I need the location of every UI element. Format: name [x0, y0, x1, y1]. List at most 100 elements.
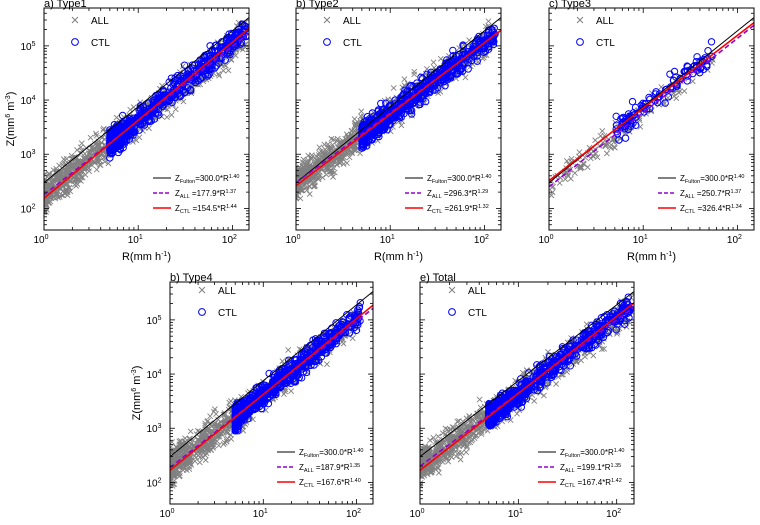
y-tick-exponent: 2 [32, 203, 36, 210]
data-point-all [358, 108, 365, 115]
x-tick-label: 100 [285, 234, 300, 246]
x-axis-label: R(mm h-1) [122, 251, 171, 263]
data-point-ctl [676, 74, 684, 83]
data-point-ctl [621, 134, 630, 142]
data-point-ctl [168, 88, 176, 97]
data-point-all [214, 422, 221, 429]
data-point-all [399, 118, 406, 125]
y-tick-exponent: 3 [32, 149, 36, 156]
data-point-all [74, 158, 80, 165]
data-point-ctl [443, 56, 451, 64]
data-point-all [78, 178, 84, 184]
fit-eq-pre: Z [427, 204, 432, 213]
data-point-all [93, 130, 99, 137]
y-tick-base: 10 [20, 204, 32, 215]
data-point-all [288, 388, 295, 394]
data-point-ctl [632, 121, 640, 129]
data-point-all [53, 189, 60, 196]
y-tick-label: 102 [20, 203, 35, 215]
data-point-ctl [474, 36, 482, 45]
data-point-ctl [484, 36, 492, 45]
data-point-all [568, 155, 575, 162]
x-tick-base: 10 [380, 235, 392, 246]
data-point-all [330, 173, 336, 180]
data-point-all [296, 187, 301, 194]
x-axis-label: R(mm h-1) [374, 251, 423, 263]
data-point-ctl [417, 94, 426, 102]
data-point-all [352, 121, 359, 128]
data-point-all [207, 413, 214, 420]
legend-marker-all [71, 16, 79, 24]
data-point-ctl [382, 99, 390, 107]
data-point-all [205, 447, 212, 454]
data-point-ctl [395, 103, 403, 111]
fit-equation-fulton: ZFulton=300.0*R1.40 [680, 174, 745, 185]
data-point-ctl [367, 135, 376, 144]
data-point-ctl [473, 57, 481, 65]
y-axis-label-text: Z(mm [5, 118, 17, 147]
data-point-ctl [480, 48, 488, 56]
data-point-ctl [707, 38, 716, 46]
data-point-ctl [378, 126, 386, 134]
data-point-all [319, 150, 326, 156]
data-point-ctl [121, 135, 129, 144]
fit-equation-fulton: ZFulton=300.0*R1.40 [427, 174, 492, 185]
x-tick-label: 100 [538, 234, 553, 246]
data-point-all [321, 141, 328, 148]
legend-label-ctl: CTL [596, 38, 615, 49]
data-point-all [132, 136, 139, 143]
data-point-all [172, 458, 178, 465]
data-point-ctl [122, 125, 131, 134]
fit-eq-pre: Z [680, 204, 685, 213]
x-axis-label-end: ) [167, 251, 171, 263]
legend-label-all: ALL [596, 16, 614, 27]
data-point-ctl [375, 132, 383, 141]
data-point-ctl [171, 74, 179, 82]
fit-equation-fulton: ZFulton=300.0*R1.40 [175, 174, 240, 185]
data-point-ctl [141, 110, 150, 118]
data-point-ctl [615, 136, 623, 144]
data-point-ctl [139, 103, 147, 111]
data-point-all [80, 155, 87, 162]
x-tick-exponent: 1 [391, 234, 395, 241]
data-point-all [62, 160, 69, 167]
fit-eq-exp: 1.34 [731, 204, 742, 210]
data-point-all [599, 128, 606, 134]
data-point-ctl [624, 125, 632, 134]
data-point-all [92, 140, 98, 147]
data-point-all [323, 167, 330, 174]
data-point-all [345, 145, 351, 152]
legend-marker-ctl [323, 38, 331, 46]
fit-eq-exp: 1.40 [734, 174, 745, 180]
data-point-all [215, 442, 222, 449]
data-point-all [351, 127, 358, 134]
data-point-all [594, 154, 601, 161]
data-point-all [571, 170, 578, 176]
x-tick-exponent: 2 [485, 234, 489, 241]
data-point-all [70, 177, 77, 184]
y-axis-label-end: ) [5, 92, 17, 96]
data-point-ctl [159, 96, 167, 104]
data-point-ctl [489, 40, 498, 49]
fit-eq-sub: ALL [685, 194, 695, 200]
data-point-all [313, 157, 320, 164]
data-point-all [306, 183, 313, 189]
data-point-all [225, 67, 232, 74]
data-point-all [577, 165, 584, 172]
data-point-ctl [696, 65, 705, 73]
data-point-all [602, 141, 609, 148]
x-tick-label: 101 [128, 234, 143, 246]
data-point-ctl [116, 142, 125, 150]
data-point-ctl [166, 96, 174, 104]
x-tick-exponent: 0 [297, 234, 301, 241]
data-point-ctl [625, 115, 633, 124]
x-tick-base: 10 [33, 235, 45, 246]
data-point-all [73, 180, 80, 186]
data-point-all [340, 340, 347, 347]
fit-equation-ctl: ZCTL =261.9*R1.32 [427, 204, 489, 215]
data-point-all [54, 191, 61, 198]
data-point-all [68, 152, 75, 159]
data-point-all [63, 188, 69, 195]
fit-eq-exp: 1.37 [226, 189, 237, 195]
